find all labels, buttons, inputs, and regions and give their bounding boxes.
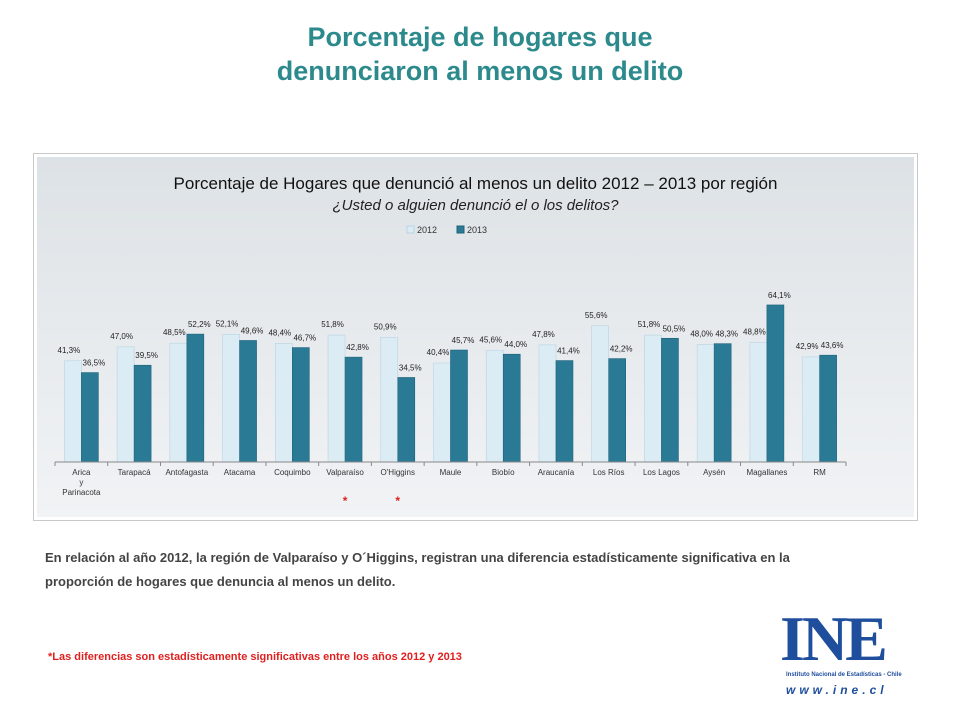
footnote: *Las diferencias son estadísticamente si…	[48, 651, 462, 663]
significance-marker-5: *	[343, 494, 348, 508]
data-label-2013-0: 36,5%	[83, 359, 106, 368]
data-label-2012-10: 55,6%	[585, 311, 608, 320]
slide-title-line1: Porcentaje de hogares que	[307, 22, 653, 52]
data-label-2012-2: 48,5%	[163, 328, 186, 337]
data-label-2013-3: 49,6%	[241, 326, 264, 335]
category-label-13: Magallanes	[746, 468, 787, 477]
legend-swatch-2013	[456, 225, 465, 234]
bar-2013-9	[555, 360, 574, 463]
bar-2012-2	[169, 342, 188, 463]
data-label-2012-1: 47,0%	[110, 332, 133, 341]
data-label-2013-12: 48,3%	[715, 330, 738, 339]
category-label-0-1: y	[79, 478, 83, 487]
category-label-0: Arica	[72, 468, 91, 477]
data-label-2013-4: 46,7%	[293, 334, 316, 343]
bar-2012-7	[433, 362, 451, 463]
bar-2013-0	[81, 372, 99, 463]
data-label-2013-13: 64,1%	[768, 291, 791, 300]
data-label-2012-7: 40,4%	[427, 348, 450, 357]
category-label-9: Araucanía	[538, 468, 575, 477]
bar-2013-6	[397, 377, 416, 463]
bar-2012-1	[116, 346, 135, 463]
data-label-2013-7: 45,7%	[452, 336, 475, 345]
category-label-4: Coquimbo	[274, 468, 311, 477]
bar-2013-5	[344, 356, 363, 463]
category-label-8: Biobío	[492, 468, 515, 477]
data-label-2013-10: 42,2%	[610, 345, 633, 354]
bar-2012-8	[485, 349, 504, 463]
logo-url: www.ine.cl	[786, 683, 888, 697]
bar-2012-6	[380, 336, 399, 463]
category-label-2: Antofagasta	[165, 468, 208, 477]
data-label-2013-5: 42,8%	[346, 343, 369, 352]
logo-subtitle: Instituto Nacional de Estadísticas - Chi…	[786, 672, 902, 678]
bar-2013-12	[713, 343, 732, 463]
data-label-2012-12: 48,0%	[690, 329, 713, 338]
legend-label-2013: 2013	[467, 225, 487, 235]
legend-label-2012: 2012	[417, 225, 437, 235]
bar-2012-0	[64, 360, 82, 463]
significance-marker-6: *	[395, 494, 400, 508]
category-label-12: Aysén	[703, 468, 725, 477]
bar-2013-13	[766, 304, 785, 463]
bar-2013-3	[239, 340, 257, 463]
data-label-2012-13: 48,8%	[743, 327, 766, 336]
category-label-3: Atacama	[224, 468, 256, 477]
data-label-2013-1: 39,5%	[135, 351, 158, 360]
category-label-6: O'Higgins	[381, 468, 415, 477]
data-label-2012-5: 51,8%	[321, 320, 344, 329]
category-label-11: Los Lagos	[643, 468, 680, 477]
chart-subtitle: ¿Usted o alguien denunció el o los delit…	[332, 197, 619, 214]
data-label-2012-14: 42,9%	[796, 342, 819, 351]
bar-2012-10	[591, 325, 610, 463]
bar-2012-3	[222, 334, 240, 463]
legend-swatch-2012	[406, 225, 415, 234]
data-label-2013-8: 44,0%	[504, 340, 527, 349]
category-label-10: Los Ríos	[593, 468, 625, 477]
data-label-2012-9: 47,8%	[532, 330, 555, 339]
category-label-1: Tarapacá	[118, 468, 151, 477]
bar-2013-4	[292, 347, 310, 463]
data-label-2013-14: 43,6%	[821, 341, 844, 350]
bar-2012-14	[802, 356, 820, 463]
bar-2013-1	[133, 364, 152, 463]
ine-logo: INE Instituto Nacional de Estadísticas -…	[780, 605, 920, 700]
bar-2013-10	[608, 358, 627, 463]
bar-2012-9	[538, 344, 557, 463]
bar-2012-12	[696, 344, 715, 463]
data-label-2013-11: 50,5%	[663, 324, 686, 333]
category-label-0-2: Parinacota	[62, 488, 101, 497]
category-label-14: RM	[813, 468, 826, 477]
bar-2012-11	[644, 334, 662, 463]
chart-title: Porcentaje de Hogares que denunció al me…	[173, 174, 778, 193]
data-label-2012-8: 45,6%	[479, 335, 502, 344]
data-label-2012-0: 41,3%	[58, 346, 81, 355]
bar-2013-2	[186, 333, 205, 463]
body-text: En relación al año 2012, la región de Va…	[45, 550, 790, 589]
bar-2013-8	[502, 353, 521, 463]
data-label-2013-2: 52,2%	[188, 320, 211, 329]
slide-title: Porcentaje de hogares que denunciaron al…	[0, 20, 960, 88]
bar-2012-4	[275, 343, 293, 463]
data-label-2012-3: 52,1%	[216, 319, 239, 328]
data-label-2012-6: 50,9%	[374, 322, 397, 331]
data-label-2012-11: 51,8%	[638, 320, 661, 329]
bar-2013-7	[450, 349, 468, 463]
data-label-2013-9: 41,4%	[557, 347, 580, 356]
data-label-2013-6: 34,5%	[399, 363, 422, 372]
category-label-7: Maule	[440, 468, 462, 477]
category-label-5: Valparaíso	[326, 468, 364, 477]
data-label-2012-4: 48,4%	[268, 328, 291, 337]
bar-2013-14	[819, 354, 837, 463]
logo-letters: INE	[780, 603, 888, 674]
slide-title-line2: denunciaron al menos un delito	[276, 56, 684, 86]
chart-frame: Porcentaje de Hogares que denunció al me…	[33, 153, 918, 521]
bar-2012-5	[327, 334, 346, 463]
bar-2013-11	[661, 337, 679, 463]
bar-2012-13	[749, 342, 768, 463]
chart-plot-area: Porcentaje de Hogares que denunció al me…	[37, 157, 914, 517]
